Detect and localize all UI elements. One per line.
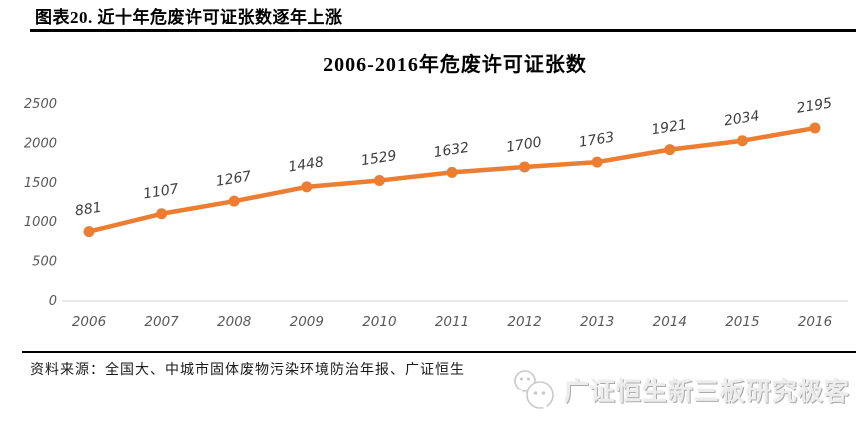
x-tick-label: 2006: [72, 314, 106, 330]
x-tick-label: 2010: [362, 314, 396, 330]
data-point: [519, 161, 531, 173]
data-point: [809, 122, 821, 134]
x-tick-label: 2009: [290, 314, 324, 330]
data-point: [373, 175, 385, 187]
data-point: [228, 195, 240, 207]
y-tick-label: 500: [32, 255, 57, 270]
x-tick-label: 2011: [435, 314, 469, 330]
data-point-label: 881: [74, 200, 103, 220]
data-point-label: 1763: [578, 129, 616, 150]
x-tick-label: 2016: [798, 314, 832, 330]
data-point-label: 1529: [360, 148, 398, 169]
y-tick-label: 2000: [24, 136, 57, 151]
x-tick-label: 2015: [725, 314, 759, 330]
footer-divider-line: [22, 351, 856, 353]
x-tick-label: 2012: [507, 314, 541, 330]
data-point: [301, 181, 313, 193]
source-note: 资料来源：全国大、中城市固体废物污染环境防治年报、广证恒生: [30, 363, 465, 378]
x-tick-label: 2007: [144, 314, 179, 330]
data-point: [736, 135, 748, 147]
data-point-label: 2195: [796, 95, 834, 116]
x-tick-label: 2008: [217, 314, 251, 330]
line-chart: 0 500 1000 1500 2000 2500 2006 2007 2008 2009 2010…: [24, 95, 848, 330]
chart-title: 2006-2016年危废许可证张数: [323, 54, 587, 76]
data-point: [446, 166, 458, 178]
wechat-chat-bubbles-icon: [514, 370, 554, 410]
y-tick-label: 1000: [24, 215, 57, 230]
y-tick-label: 2500: [24, 97, 57, 112]
data-point-label: 2034: [723, 108, 761, 129]
data-point: [83, 226, 95, 238]
y-tick-label: 1500: [24, 176, 57, 191]
caption-divider-line: [30, 29, 856, 32]
data-point: [156, 208, 168, 220]
data-point-label: 1107: [142, 181, 180, 202]
watermark-text: 广证恒生新三板研究极客: [563, 378, 850, 406]
figure-caption: 图表20. 近十年危废许可证张数逐年上涨: [35, 8, 343, 27]
data-point-label: 1921: [650, 117, 688, 138]
data-point: [591, 156, 603, 168]
x-tick-label: 2014: [653, 314, 687, 330]
watermark: 广证恒生新三板研究极客: [510, 368, 850, 412]
data-point-label: 1700: [505, 134, 543, 155]
data-point-label: 1632: [433, 140, 471, 161]
data-point-label: 1448: [287, 154, 325, 175]
x-tick-label: 2013: [580, 314, 614, 330]
data-point-label: 1267: [215, 169, 253, 190]
data-point: [664, 144, 676, 156]
y-tick-label: 0: [49, 294, 57, 309]
